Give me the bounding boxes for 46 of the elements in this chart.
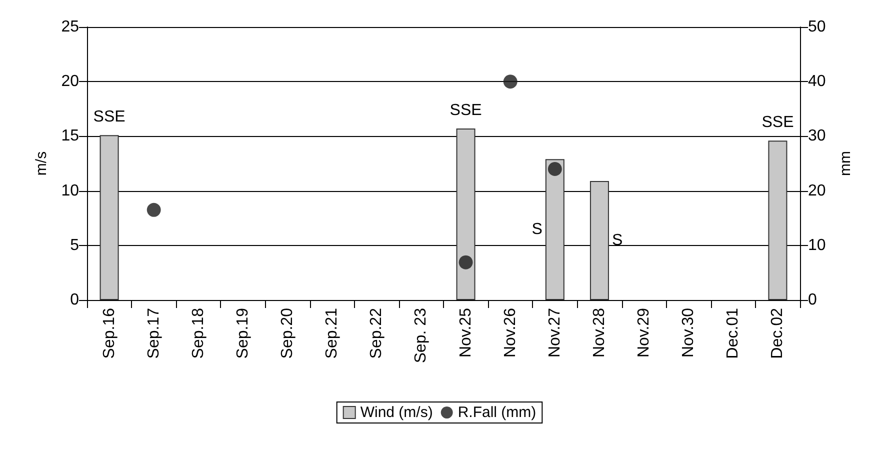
y2-tick-label: 50 bbox=[808, 18, 826, 36]
data-label: SSE bbox=[450, 102, 482, 120]
x-tick-label: Nov.29 bbox=[636, 308, 653, 358]
y-tick-label: 15 bbox=[61, 128, 80, 145]
data-label: SSE bbox=[93, 108, 126, 126]
x-tick-label: Nov.30 bbox=[680, 308, 698, 358]
data-label: S bbox=[532, 221, 542, 238]
y2-axis-title: mm bbox=[837, 151, 854, 176]
y2-tick-label: 0 bbox=[808, 292, 817, 308]
bar bbox=[768, 140, 788, 300]
x-tick-label: Dec.01 bbox=[724, 308, 742, 359]
x-tick-label: Sep. 23 bbox=[412, 308, 430, 364]
y2-tick-label: 40 bbox=[808, 73, 826, 90]
x-tick-label: Nov.27 bbox=[546, 308, 564, 358]
point bbox=[146, 202, 161, 217]
y2-tick-label: 30 bbox=[808, 128, 826, 145]
legend-label: Wind (m/s) bbox=[360, 404, 433, 421]
x-tick-label: Sep.16 bbox=[100, 308, 118, 359]
point bbox=[458, 255, 473, 270]
y2-tick-label: 20 bbox=[808, 182, 826, 200]
x-tick-label: Sep.17 bbox=[145, 308, 162, 359]
point bbox=[503, 74, 518, 89]
data-label: S bbox=[612, 232, 623, 249]
y-tick-label: 0 bbox=[70, 292, 80, 308]
x-tick-label: Nov.26 bbox=[502, 308, 519, 358]
y2-tick-label: 10 bbox=[808, 236, 826, 254]
x-tick-label: Sep.21 bbox=[324, 308, 341, 359]
bar bbox=[100, 135, 119, 300]
bar bbox=[590, 180, 609, 300]
x-tick-label: Sep.18 bbox=[190, 308, 207, 359]
x-tick-label: Nov.25 bbox=[457, 308, 474, 358]
x-tick-label: Sep.20 bbox=[279, 308, 296, 359]
x-tick-label: Nov.28 bbox=[590, 308, 608, 358]
y-tick-label: 20 bbox=[61, 73, 80, 90]
x-tick-label: Dec.02 bbox=[769, 308, 786, 359]
y-tick-label: 10 bbox=[61, 182, 80, 200]
y-tick-label: 25 bbox=[61, 18, 80, 36]
point bbox=[548, 162, 562, 176]
legend-label: R.Fall (mm) bbox=[458, 404, 536, 421]
y-tick-label: 5 bbox=[70, 236, 80, 254]
data-label: SSE bbox=[762, 114, 794, 132]
x-tick-label: Sep.22 bbox=[368, 308, 386, 359]
bar bbox=[456, 128, 476, 300]
y-axis-title: m/s bbox=[33, 151, 50, 176]
x-tick-label: Sep.19 bbox=[234, 308, 252, 359]
bar bbox=[545, 159, 564, 300]
